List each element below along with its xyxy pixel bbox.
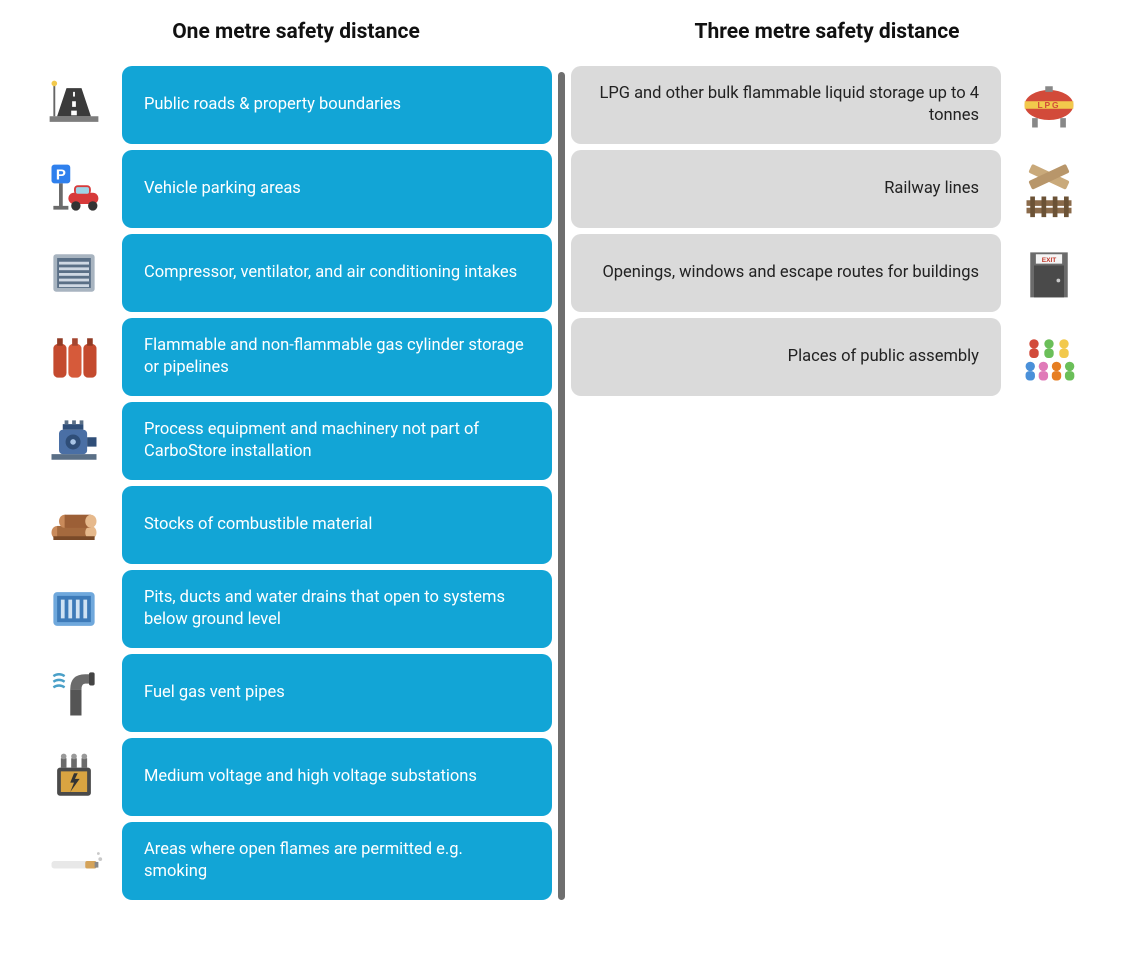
item-label: Process equipment and machinery not part… [122,402,552,480]
right-column-title: Three metre safety distance [571,20,1083,44]
list-item: Openings, windows and escape routes for … [571,234,1083,312]
list-item: LPG and other bulk flammable liquid stor… [571,66,1083,144]
item-label: Stocks of combustible material [122,486,552,564]
exit-door-icon [1015,239,1083,307]
list-item: Compressor, ventilator, and air conditio… [40,234,552,312]
vent-icon [40,239,108,307]
list-item: Pits, ducts and water drains that open t… [40,570,552,648]
list-item: Flammable and non-flammable gas cylinder… [40,318,552,396]
smoking-icon [40,827,108,895]
item-label: Pits, ducts and water drains that open t… [122,570,552,648]
list-item: Areas where open flames are permitted e.… [40,822,552,900]
drain-icon [40,575,108,643]
list-item: Vehicle parking areas [40,150,552,228]
parking-icon [40,155,108,223]
list-item: Process equipment and machinery not part… [40,402,552,480]
logs-icon [40,491,108,559]
list-item: Public roads & property boundaries [40,66,552,144]
lpg-tank-icon [1015,71,1083,139]
item-label: Places of public assembly [571,318,1001,396]
item-label: Public roads & property boundaries [122,66,552,144]
left-column: One metre safety distance Public roads &… [40,20,552,900]
item-label: Railway lines [571,150,1001,228]
column-divider [558,72,565,900]
ventpipe-icon [40,659,108,727]
cylinders-icon [40,323,108,391]
list-item: Railway lines [571,150,1083,228]
left-rows: Public roads & property boundariesVehicl… [40,66,552,900]
road-icon [40,71,108,139]
item-label: Areas where open flames are permitted e.… [122,822,552,900]
substation-icon [40,743,108,811]
item-label: LPG and other bulk flammable liquid stor… [571,66,1001,144]
right-column: Three metre safety distance LPG and othe… [571,20,1083,396]
right-rows: LPG and other bulk flammable liquid stor… [571,66,1083,396]
list-item: Medium voltage and high voltage substati… [40,738,552,816]
item-label: Compressor, ventilator, and air conditio… [122,234,552,312]
item-label: Fuel gas vent pipes [122,654,552,732]
motor-icon [40,407,108,475]
list-item: Stocks of combustible material [40,486,552,564]
item-label: Flammable and non-flammable gas cylinder… [122,318,552,396]
item-label: Medium voltage and high voltage substati… [122,738,552,816]
left-column-title: One metre safety distance [40,20,552,44]
assembly-icon [1015,323,1083,391]
list-item: Places of public assembly [571,318,1083,396]
item-label: Openings, windows and escape routes for … [571,234,1001,312]
railway-icon [1015,155,1083,223]
list-item: Fuel gas vent pipes [40,654,552,732]
item-label: Vehicle parking areas [122,150,552,228]
infographic-container: One metre safety distance Public roads &… [40,20,1083,900]
